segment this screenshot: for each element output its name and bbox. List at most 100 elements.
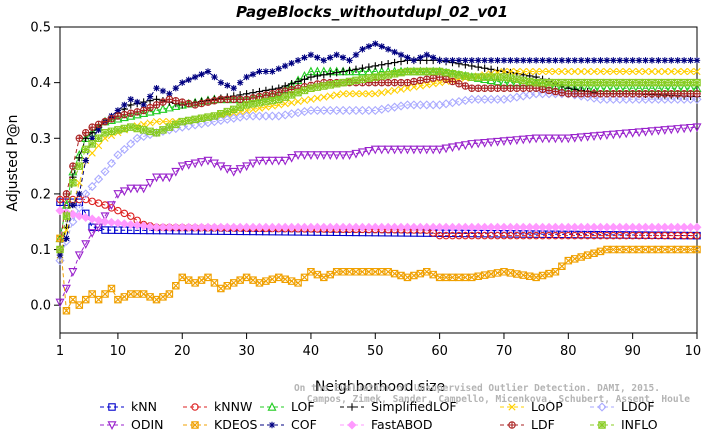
data-point <box>648 90 656 97</box>
data-point <box>680 90 688 97</box>
data-point <box>139 184 149 194</box>
data-point <box>570 133 580 143</box>
data-point <box>242 111 252 121</box>
data-point <box>106 158 117 168</box>
data-point <box>282 87 289 95</box>
x-tick-label: 90 <box>624 344 641 359</box>
data-point <box>641 127 651 137</box>
data-point <box>211 97 218 104</box>
data-point <box>583 78 592 87</box>
data-point <box>666 94 676 104</box>
data-point <box>120 209 129 218</box>
data-point <box>570 255 579 263</box>
data-point <box>198 71 205 78</box>
data-point <box>107 204 116 212</box>
data-point <box>275 95 283 104</box>
data-point <box>159 126 167 134</box>
data-point <box>435 222 445 232</box>
data-point <box>107 127 116 136</box>
data-point <box>661 57 669 64</box>
data-point <box>428 145 438 155</box>
data-point <box>520 85 527 92</box>
data-point <box>686 123 696 133</box>
data-point <box>164 173 174 183</box>
data-point <box>397 271 405 280</box>
data-point <box>319 105 329 116</box>
data-point <box>519 76 528 85</box>
data-point <box>602 131 612 140</box>
data-point <box>532 78 540 87</box>
data-point <box>589 222 599 232</box>
data-point <box>164 222 174 232</box>
data-point <box>674 57 681 64</box>
data-point <box>506 67 514 76</box>
data-point <box>76 135 83 142</box>
data-point <box>158 104 168 113</box>
series-LDF <box>56 73 701 254</box>
data-point <box>81 189 91 199</box>
legend-marker <box>267 401 277 411</box>
y-tick-label: 0.4 <box>30 76 51 91</box>
data-point <box>486 222 496 232</box>
data-point <box>558 262 566 270</box>
data-point <box>69 162 77 170</box>
data-point <box>63 235 70 242</box>
data-point <box>352 65 360 73</box>
data-point <box>608 94 618 104</box>
data-point <box>209 159 219 169</box>
data-point <box>81 213 91 223</box>
legend-item: LDOF <box>590 399 655 414</box>
data-point <box>628 222 638 232</box>
data-point <box>262 97 270 106</box>
data-point <box>417 54 424 61</box>
data-point <box>390 269 399 278</box>
legend-marker <box>347 420 357 430</box>
data-point <box>222 222 232 232</box>
data-point <box>429 67 437 76</box>
data-point <box>473 222 483 232</box>
data-point <box>88 123 96 131</box>
data-point <box>647 94 657 104</box>
data-point <box>248 222 258 232</box>
data-point <box>410 57 418 64</box>
data-point <box>576 91 586 101</box>
legend-label: LDF <box>531 417 555 432</box>
data-point <box>680 57 688 64</box>
data-point <box>287 91 296 99</box>
data-point <box>346 57 353 64</box>
data-point <box>146 127 154 136</box>
y-axis-label: Adjusted P@n <box>5 114 21 211</box>
data-point <box>262 277 270 285</box>
data-point <box>552 88 559 95</box>
data-point <box>371 268 380 276</box>
data-point <box>525 77 534 86</box>
data-point <box>390 69 399 78</box>
data-point <box>545 78 553 87</box>
data-point <box>634 222 644 232</box>
data-point <box>88 135 96 142</box>
data-point <box>603 78 611 87</box>
data-point <box>653 94 663 104</box>
data-point <box>281 93 289 101</box>
data-point <box>460 141 470 150</box>
data-point <box>416 82 424 90</box>
data-point <box>518 222 528 232</box>
data-point <box>172 85 180 92</box>
data-point <box>442 57 450 64</box>
data-point <box>179 79 186 86</box>
legend-marker <box>508 421 516 429</box>
data-point <box>545 87 553 94</box>
data-point <box>402 145 412 155</box>
data-point <box>344 105 355 116</box>
series-line <box>59 43 697 256</box>
data-point <box>325 151 335 160</box>
data-point <box>248 159 258 169</box>
data-point <box>608 130 618 140</box>
data-point <box>269 68 276 75</box>
data-point <box>481 85 488 92</box>
data-point <box>312 222 322 232</box>
data-point <box>590 78 598 87</box>
x-tick-label: 1 <box>56 344 64 359</box>
data-point <box>603 57 611 64</box>
data-point <box>629 90 636 97</box>
